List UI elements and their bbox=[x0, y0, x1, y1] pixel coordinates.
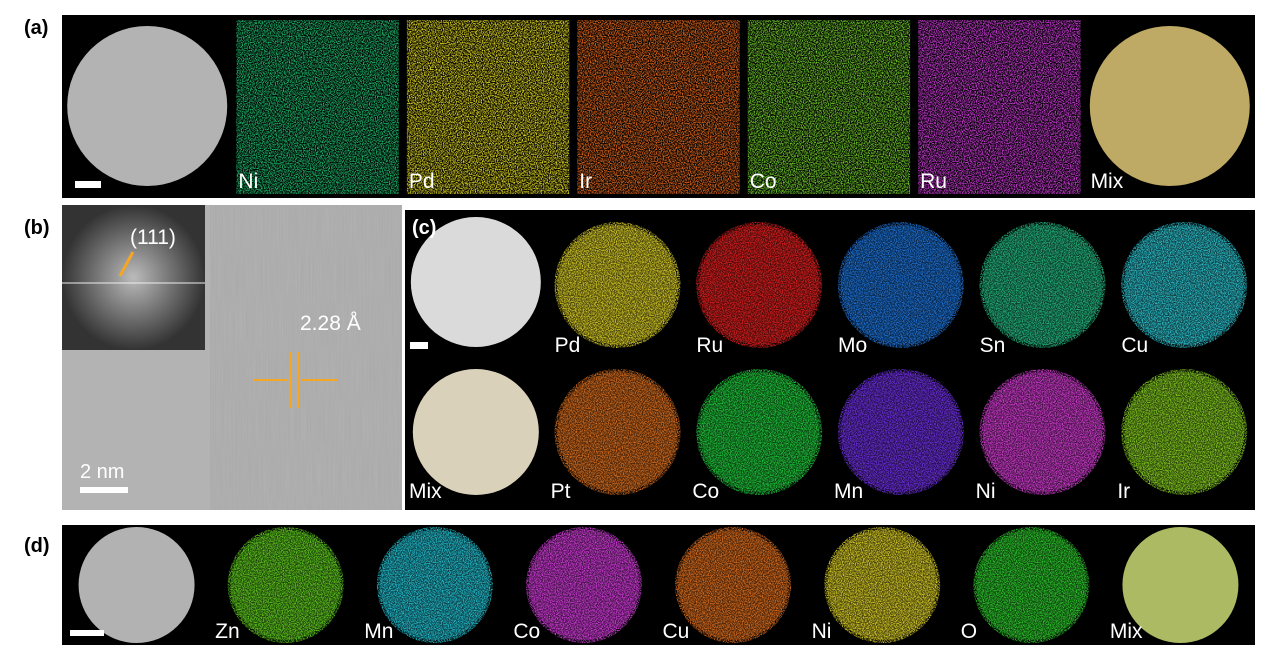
element-label: Mix bbox=[1110, 620, 1143, 643]
element-label: Mn bbox=[364, 620, 393, 643]
particle bbox=[696, 222, 823, 348]
map bbox=[747, 20, 911, 194]
particle bbox=[1089, 26, 1250, 186]
element-label: Pt bbox=[551, 480, 571, 503]
element-label: Ni bbox=[812, 620, 832, 643]
particle bbox=[979, 369, 1106, 495]
particle-glow bbox=[699, 225, 820, 345]
map bbox=[577, 20, 740, 194]
element-label: Ni bbox=[238, 170, 258, 193]
particle bbox=[376, 527, 493, 643]
element-label: Sn bbox=[980, 334, 1006, 357]
element-label: Cu bbox=[1121, 334, 1148, 357]
element-label: Ir bbox=[579, 170, 592, 193]
element-label: Pd bbox=[409, 170, 435, 193]
panel-label: (c) bbox=[412, 217, 436, 239]
particle bbox=[1121, 369, 1248, 495]
element-label: Cu bbox=[663, 620, 690, 643]
arrow bbox=[118, 251, 135, 277]
particle-glow bbox=[557, 225, 678, 345]
particle bbox=[227, 527, 344, 643]
particle-glow bbox=[982, 225, 1103, 345]
particle bbox=[78, 527, 195, 643]
element-label: Mo bbox=[838, 334, 867, 357]
panel-label: (b) bbox=[24, 217, 50, 239]
map bbox=[918, 20, 1081, 194]
particle-glow bbox=[1124, 372, 1245, 492]
lattice bbox=[210, 205, 402, 510]
particle-glow bbox=[379, 529, 490, 641]
particle bbox=[973, 527, 1090, 643]
particle-glow bbox=[557, 372, 678, 492]
particle bbox=[837, 369, 964, 495]
particle bbox=[1121, 222, 1248, 348]
fft-inset bbox=[62, 205, 205, 350]
particle bbox=[554, 222, 681, 348]
map bbox=[406, 20, 570, 194]
scale-bar bbox=[80, 487, 128, 493]
particle bbox=[837, 222, 964, 348]
scale-label: 2 nm bbox=[80, 461, 124, 483]
panel-bg bbox=[405, 210, 1255, 510]
scale-bar bbox=[410, 342, 428, 349]
element-label: Ru bbox=[696, 334, 723, 357]
element-label: Mix bbox=[1091, 170, 1124, 193]
element-label: O bbox=[961, 620, 977, 643]
element-label: Pd bbox=[555, 334, 581, 357]
particle-glow bbox=[976, 529, 1087, 641]
element-label: Co bbox=[750, 170, 777, 193]
particle bbox=[824, 527, 941, 643]
spacing-label: 2.28 Å bbox=[300, 312, 361, 335]
element-label: Zn bbox=[215, 620, 240, 643]
fft-label: (111) bbox=[130, 226, 176, 249]
particle bbox=[410, 217, 541, 347]
element-label: Co bbox=[513, 620, 540, 643]
element-label: Ni bbox=[976, 480, 996, 503]
particle-glow bbox=[230, 529, 341, 641]
particle bbox=[979, 222, 1106, 348]
particle-glow bbox=[840, 372, 961, 492]
element-label: Mn bbox=[834, 480, 863, 503]
particle-glow bbox=[1124, 225, 1245, 345]
map bbox=[236, 20, 399, 194]
panel-label: (d) bbox=[24, 535, 50, 557]
element-label: Mix bbox=[409, 480, 442, 503]
particle-glow bbox=[827, 529, 938, 641]
particle bbox=[696, 369, 823, 495]
particle bbox=[412, 369, 539, 495]
panels: Ni Pd Ir Co Ru Mix (111) 2.28 Å 2 nm (c) Pd Ru Mo Sn C… bbox=[62, 15, 1255, 645]
particle-glow bbox=[677, 529, 789, 641]
element-label: Ir bbox=[1117, 480, 1130, 503]
particle-glow bbox=[699, 372, 820, 492]
element-label: Ru bbox=[920, 170, 947, 193]
particle bbox=[67, 26, 228, 186]
particle bbox=[525, 527, 642, 643]
particle-glow bbox=[982, 372, 1103, 492]
particle bbox=[554, 369, 681, 495]
particle-glow bbox=[528, 529, 640, 641]
element-label: Co bbox=[692, 480, 719, 503]
particle-glow bbox=[840, 225, 961, 345]
panel-label: (a) bbox=[24, 17, 48, 39]
scale-bar bbox=[75, 181, 101, 188]
particle bbox=[675, 527, 792, 643]
scale-bar bbox=[70, 630, 104, 636]
particle bbox=[1122, 527, 1239, 643]
